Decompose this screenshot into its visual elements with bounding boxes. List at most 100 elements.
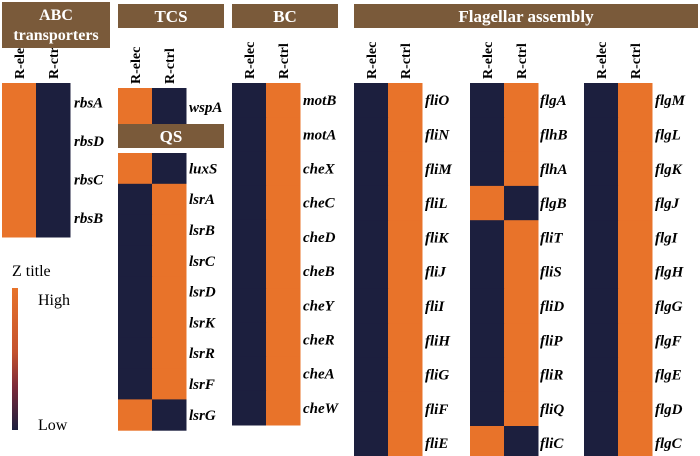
heatmap-cell-flio-r-ctrl xyxy=(388,83,423,118)
gene-label-flga: flgA xyxy=(540,93,567,109)
group-header-bg xyxy=(354,4,698,28)
column-label-r-elec: R-elec xyxy=(243,42,258,79)
heatmap-cell-rbsc-r-ctrl xyxy=(36,160,71,199)
heatmap-cell-lsrk-r-elec xyxy=(118,307,153,339)
heatmap-cell-lsrd-r-ctrl xyxy=(152,276,187,308)
gene-label-lsra: lsrA xyxy=(189,192,215,208)
gene-label-fliq: fliQ xyxy=(540,402,564,418)
heatmap-panel-rbsa: R-elec R-ctrl rbsA rbsD rbsC rbsB xyxy=(2,42,104,238)
heatmap-cell-flgb-r-ctrl xyxy=(504,185,539,221)
heatmap-cell-flgf-r-ctrl xyxy=(618,323,653,358)
column-label-r-ctrl: R-ctrl xyxy=(47,43,62,79)
heatmap-cell-lsrg-r-elec xyxy=(118,399,153,431)
column-label-r-elec: R-elec xyxy=(365,42,380,79)
heatmap-cell-rbsb-r-elec xyxy=(2,198,37,238)
heatmap-cell-rbsd-r-ctrl xyxy=(36,121,71,161)
gene-label-lsrk: lsrK xyxy=(189,315,216,331)
gene-label-cher: cheR xyxy=(303,333,335,349)
gene-label-lsrd: lsrD xyxy=(189,285,216,301)
gene-label-motb: motB xyxy=(303,93,336,109)
heatmap-cell-flip-r-elec xyxy=(470,323,505,358)
heatmap-cell-flgc-r-ctrl xyxy=(618,426,653,456)
heatmap-cell-flih-r-ctrl xyxy=(388,323,423,358)
heatmap-cell-luxs-r-ctrl xyxy=(152,153,187,185)
heatmap-cell-flij-r-elec xyxy=(354,254,389,290)
heatmap-cell-fliq-r-ctrl xyxy=(504,391,539,427)
gene-label-flic: fliC xyxy=(540,436,564,452)
gene-label-lsrc: lsrC xyxy=(189,254,216,270)
heatmap-panel-flgm: R-elec R-ctrl flgM flgL flgK flgJ flgI flgH flgG… xyxy=(584,42,686,456)
group-header-title: transporters xyxy=(13,27,98,44)
heatmap-cell-flic-r-ctrl xyxy=(504,426,539,456)
gene-label-chec: cheC xyxy=(303,196,336,212)
group-header-title: TCS xyxy=(154,7,187,26)
heatmap-cell-flgg-r-ctrl xyxy=(618,288,653,324)
heatmap-panel-wspa: R-elec R-ctrl wspA xyxy=(118,47,222,127)
column-label-r-elec: R-elec xyxy=(481,42,496,79)
heatmap-cell-chex-r-elec xyxy=(232,151,267,187)
heatmap-cell-flgf-r-elec xyxy=(584,323,619,358)
heatmap-cell-mota-r-ctrl xyxy=(266,117,301,152)
heatmap-cell-chey-r-elec xyxy=(232,288,267,323)
heatmap-cell-flgb-r-elec xyxy=(470,185,505,221)
heatmap-cell-lsra-r-ctrl xyxy=(152,183,187,216)
gene-label-lsrb: lsrB xyxy=(189,223,215,239)
heatmap-cell-cheb-r-elec xyxy=(232,254,267,289)
heatmap-cell-flic-r-elec xyxy=(470,426,505,456)
gene-label-flgd: flgD xyxy=(655,402,683,418)
heatmap-cell-flgh-r-ctrl xyxy=(618,254,653,290)
gene-label-chew: cheW xyxy=(303,401,340,417)
group-header-bg xyxy=(118,4,224,28)
legend-low-label: Low xyxy=(38,417,68,434)
gene-label-rbsd: rbsD xyxy=(74,134,104,150)
gene-label-mota: motA xyxy=(303,127,336,143)
heatmap-cell-flii-r-ctrl xyxy=(388,288,423,324)
heatmap-cell-flge-r-elec xyxy=(584,357,619,393)
gene-label-flgg: flgG xyxy=(655,299,683,315)
heatmap-panel-flio: R-elec R-ctrl fliO fliN fliM fliL fliK fliJ fliI… xyxy=(354,42,452,456)
heatmap-cell-flgj-r-ctrl xyxy=(618,185,653,221)
heatmap-cell-flga-r-elec xyxy=(470,83,505,118)
group-header-bc: BC xyxy=(232,4,338,28)
gene-label-chex: cheX xyxy=(303,162,336,178)
heatmap-cell-chew-r-elec xyxy=(232,390,267,426)
gene-label-flih: fliH xyxy=(425,333,451,349)
gene-label-wspa: wspA xyxy=(189,100,222,116)
heatmap-cell-flgk-r-ctrl xyxy=(618,151,653,187)
heatmap-cell-flij-r-ctrl xyxy=(388,254,423,290)
gene-label-flim: fliM xyxy=(425,162,452,178)
column-label-r-ctrl: R-ctrl xyxy=(163,48,178,84)
heatmap-cell-rbsb-r-ctrl xyxy=(36,198,71,238)
heatmap-panel-flga: R-elec R-ctrl flgA flhB flhA flgB fliT fliS fliD… xyxy=(470,42,568,456)
heatmap-cell-flig-r-elec xyxy=(354,357,389,393)
heatmap-panel-luxs: luxS lsrA lsrB lsrC lsrD lsrK lsrR lsrF lsrG xyxy=(118,153,217,431)
heatmap-cell-lsrc-r-elec xyxy=(118,245,153,277)
column-label-r-elec: R-elec xyxy=(595,42,610,79)
heatmap-cell-chex-r-ctrl xyxy=(266,151,301,187)
heatmap-cell-flgc-r-elec xyxy=(584,426,619,456)
gene-label-flgc: flgC xyxy=(655,436,683,452)
group-header-title: ABC xyxy=(39,7,73,24)
heatmap-cell-motb-r-ctrl xyxy=(266,83,301,118)
gene-label-lsrf: lsrF xyxy=(189,377,215,393)
group-header-title: Flagellar assembly xyxy=(458,7,594,26)
heatmap-cell-lsrd-r-elec xyxy=(118,276,153,308)
heatmap-cell-flii-r-elec xyxy=(354,288,389,324)
gene-label-lsrr: lsrR xyxy=(189,346,215,362)
heatmap-cell-cher-r-elec xyxy=(232,322,267,358)
gene-label-flig: fliG xyxy=(425,368,449,384)
gene-label-flii: fliI xyxy=(425,299,445,315)
heatmap-cell-ched-r-ctrl xyxy=(266,219,301,255)
heatmap-cell-flil-r-elec xyxy=(354,185,389,221)
gene-label-flin: fliN xyxy=(425,127,450,143)
column-label-r-elec: R-elec xyxy=(129,47,144,84)
heatmap-cell-wspa-r-ctrl xyxy=(152,88,187,127)
legend-high-label: High xyxy=(38,292,70,309)
column-label-r-ctrl: R-ctrl xyxy=(399,43,414,79)
heatmap-cell-flgm-r-ctrl xyxy=(618,83,653,118)
heatmap-cell-lsrf-r-ctrl xyxy=(152,368,187,400)
heatmap-cell-flin-r-elec xyxy=(354,117,389,153)
heatmap-cell-flgk-r-elec xyxy=(584,151,619,187)
heatmap-cell-flil-r-ctrl xyxy=(388,185,423,221)
